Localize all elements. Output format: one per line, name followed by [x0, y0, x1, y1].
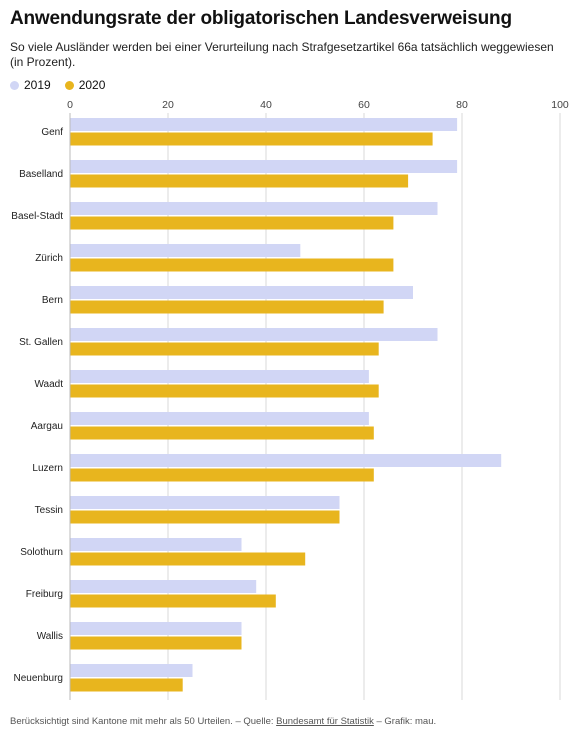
bar-2019	[70, 664, 193, 677]
legend: 2019 2020	[10, 78, 105, 92]
x-tick-label: 80	[456, 99, 468, 111]
bar-2020	[70, 594, 276, 608]
bar-2019	[70, 244, 301, 257]
bar-2019	[70, 118, 458, 131]
category-label: Aargau	[31, 421, 63, 432]
bar-2020	[70, 258, 394, 272]
legend-swatch-2020	[64, 80, 74, 90]
category-label: Solothurn	[20, 547, 63, 558]
x-tick-label: 60	[358, 99, 370, 111]
category-label: Tessin	[35, 505, 63, 516]
x-tick-label: 100	[551, 99, 569, 111]
legend-swatch-2019	[10, 80, 19, 90]
x-tick-label: 20	[162, 99, 174, 111]
bar-2020	[70, 216, 394, 230]
bar-2020	[70, 636, 242, 650]
chart-title: Anwendungsrate der obligatorischen Lande…	[10, 8, 512, 29]
chart-subtitle: So viele Ausländer werden bei einer Veru…	[10, 40, 554, 69]
category-label: Neuenburg	[14, 673, 63, 684]
category-label: Luzern	[32, 463, 63, 474]
bar-2020	[70, 468, 374, 482]
x-tick-label: 0	[67, 99, 73, 111]
bar-2020	[70, 426, 374, 440]
bar-2019	[70, 412, 369, 425]
category-label: Bern	[42, 295, 63, 306]
source-link[interactable]: Bundesamt für Statistik	[276, 716, 374, 727]
bar-2020	[70, 132, 433, 146]
bar-2019	[70, 160, 458, 173]
bar-2020	[70, 384, 379, 398]
bar-2019	[70, 328, 438, 341]
category-label: Wallis	[37, 631, 63, 642]
legend-label-2020: 2020	[78, 78, 106, 92]
bar-2019	[70, 202, 438, 215]
x-tick-label: 40	[260, 99, 272, 111]
category-label: Freiburg	[26, 589, 63, 600]
footer: Berücksichtigt sind Kantone mit mehr als…	[10, 716, 436, 727]
legend-item-2019: 2019	[10, 78, 51, 92]
category-label: Basel-Stadt	[11, 211, 63, 222]
legend-label-2019: 2019	[24, 78, 51, 92]
category-label: Genf	[41, 127, 63, 138]
bar-2020	[70, 174, 409, 188]
footer-credit: – Grafik: mau.	[373, 716, 437, 727]
bar-2020	[70, 678, 183, 692]
legend-item-2020: 2020	[64, 78, 106, 92]
category-label: St. Gallen	[19, 337, 63, 348]
bar-2019	[70, 622, 242, 635]
category-label: Baselland	[19, 169, 63, 180]
bar-2019	[70, 496, 340, 509]
bar-2020	[70, 342, 379, 356]
bar-2019	[70, 286, 413, 299]
bar-2019	[70, 370, 369, 383]
bar-2020	[70, 300, 384, 314]
bar-2020	[70, 510, 340, 524]
bar-2019	[70, 538, 242, 551]
footer-note: Berücksichtigt sind Kantone mit mehr als…	[10, 716, 277, 727]
bar-2019	[70, 580, 257, 593]
bar-2019	[70, 454, 502, 467]
category-label: Waadt	[34, 379, 63, 390]
category-label: Zürich	[35, 253, 63, 264]
bar-2020	[70, 552, 306, 566]
